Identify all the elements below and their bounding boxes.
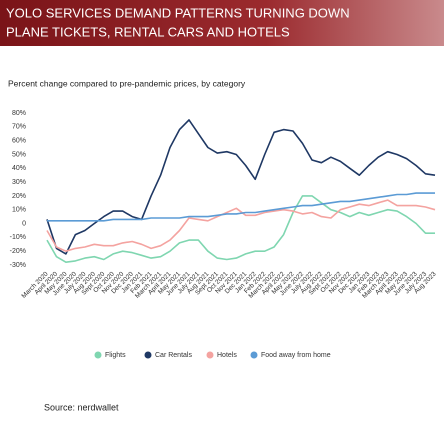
- legend-label: Food away from home: [261, 352, 331, 359]
- line-series: [47, 192, 435, 222]
- y-tick-label: 30%: [12, 179, 26, 186]
- legend-marker: [250, 351, 258, 359]
- y-tick-label: 50%: [12, 151, 26, 158]
- line-series: [46, 199, 436, 252]
- y-tick-label: -30%: [10, 262, 26, 269]
- y-tick-label: 20%: [12, 193, 26, 200]
- legend-label: Flights: [105, 352, 126, 359]
- subtitle: Percent change compared to pre-pandemic …: [8, 78, 246, 88]
- y-tick-label: -10%: [10, 234, 26, 241]
- title: PLANE TICKETS, RENTAL CARS AND HOTELS: [6, 24, 290, 39]
- line-series: [46, 195, 435, 264]
- y-tick-label: 60%: [12, 137, 26, 144]
- legend-marker: [206, 351, 214, 359]
- legend-marker: [94, 351, 102, 359]
- legend-label: Hotels: [217, 352, 237, 359]
- y-tick-label: 80%: [12, 110, 26, 117]
- y-tick-label: 0: [22, 220, 26, 227]
- title: YOLO SERVICES DEMAND PATTERNS TURNING DO…: [6, 5, 350, 20]
- line-series: [46, 119, 436, 255]
- legend-marker: [144, 351, 152, 359]
- legend-label: Car Rentals: [155, 352, 192, 359]
- y-tick-label: 40%: [12, 165, 26, 172]
- source: Source: nerdwallet: [44, 402, 119, 412]
- y-tick-label: -20%: [10, 248, 26, 255]
- banner: [0, 0, 444, 46]
- y-tick-label: 70%: [12, 124, 26, 131]
- y-tick-label: 10%: [12, 207, 26, 214]
